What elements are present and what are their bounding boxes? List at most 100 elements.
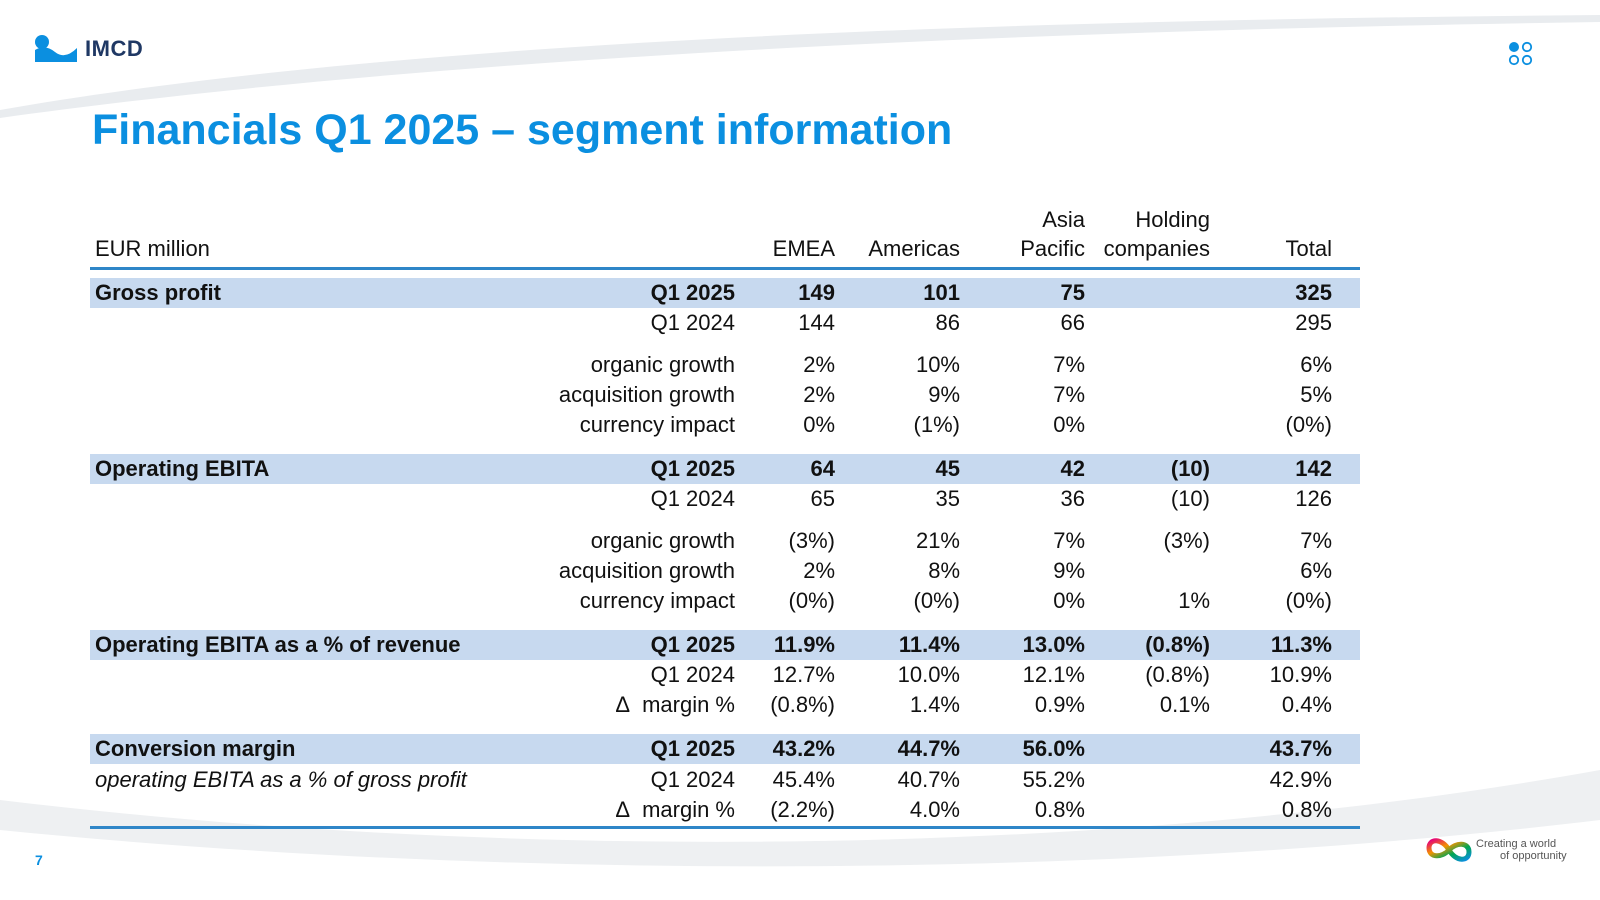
table-row: organic growth (3%) 21% 7% (3%) 7% <box>90 526 1360 556</box>
section-title: Operating EBITA as a % of revenue <box>95 632 461 657</box>
table-row: operating EBITA as a % of gross profit Q… <box>90 765 1360 795</box>
col-americas: Americas <box>868 236 960 261</box>
cell-asia: 0.8% <box>1034 797 1085 822</box>
cell-americas: 8% <box>928 558 960 583</box>
cell-americas: 44.7% <box>897 736 960 761</box>
cell-americas: 35 <box>935 486 960 511</box>
cell-emea: 149 <box>798 280 835 305</box>
cell-emea: 2% <box>803 352 835 377</box>
row-period: Q1 2024 <box>650 486 735 511</box>
table-row: acquisition growth 2% 9% 7% 5% <box>90 380 1360 410</box>
row-period: Q1 2025 <box>650 456 735 481</box>
section-subtitle: operating EBITA as a % of gross profit <box>95 767 467 792</box>
cell-asia: 13.0% <box>1022 632 1085 657</box>
dots-menu-icon[interactable] <box>1508 41 1534 67</box>
col-asia-line1: Asia <box>1042 207 1085 232</box>
cell-total: (0%) <box>1285 588 1332 613</box>
table-row: currency impact (0%) (0%) 0% 1% (0%) <box>90 586 1360 616</box>
page-number: 7 <box>35 852 43 868</box>
cell-emea: 2% <box>803 382 835 407</box>
col-total: Total <box>1285 236 1332 261</box>
cell-total: 142 <box>1295 456 1332 481</box>
table-row: Q1 2024 65 35 36 (10) 126 <box>90 484 1360 514</box>
cell-asia: 12.1% <box>1022 662 1085 687</box>
cell-asia: 9% <box>1053 558 1085 583</box>
cell-asia: 66 <box>1060 310 1085 335</box>
delta-symbol: Δ <box>615 797 631 822</box>
cell-americas: (1%) <box>913 412 960 437</box>
cell-americas: 4.0% <box>909 797 960 822</box>
cell-americas: 101 <box>923 280 960 305</box>
cell-americas: 45 <box>935 456 960 481</box>
cell-holding: (3%) <box>1163 528 1210 553</box>
footer-rule <box>90 826 1360 829</box>
cell-asia: 42 <box>1060 456 1085 481</box>
cell-asia: 36 <box>1060 486 1085 511</box>
cell-total: 6% <box>1300 352 1332 377</box>
cell-emea: 45.4% <box>772 767 835 792</box>
cell-americas: (0%) <box>913 588 960 613</box>
page-title: Financials Q1 2025 – segment information <box>92 106 953 154</box>
delta-label: margin % <box>642 692 735 717</box>
row-period: acquisition growth <box>558 382 735 407</box>
cell-total: 5% <box>1300 382 1332 407</box>
cell-total: 0.4% <box>1281 692 1332 717</box>
cell-asia: 7% <box>1053 528 1085 553</box>
cell-emea: 0% <box>803 412 835 437</box>
row-period: Q1 2024 <box>650 767 735 792</box>
cell-americas: 1.4% <box>909 692 960 717</box>
delta-label: margin % <box>642 797 735 822</box>
cell-total: 295 <box>1295 310 1332 335</box>
unit-label: EUR million <box>95 236 210 261</box>
cell-total: (0%) <box>1285 412 1332 437</box>
table-header: EUR million EMEA Americas Asia Pacific H… <box>90 205 1360 267</box>
imcd-logo-icon <box>35 35 77 62</box>
tagline-line2: of opportunity <box>1500 850 1567 862</box>
cell-total: 11.3% <box>1270 632 1332 657</box>
cell-holding: (10) <box>1170 486 1210 511</box>
table-row: organic growth 2% 10% 7% 6% <box>90 350 1360 380</box>
imcd-logo-text: IMCD <box>85 36 144 61</box>
table-row: Gross profit Q1 2025 149 101 75 325 <box>90 278 1360 308</box>
row-period: acquisition growth <box>558 558 735 583</box>
table-row: Conversion margin Q1 2025 43.2% 44.7% 56… <box>90 734 1360 764</box>
cell-americas: 86 <box>935 310 960 335</box>
cell-emea: 144 <box>798 310 835 335</box>
header-rule <box>90 267 1360 270</box>
row-period: currency impact <box>579 412 735 437</box>
cell-emea: (0%) <box>788 588 835 613</box>
cell-americas: 10% <box>915 352 960 377</box>
cell-asia: 0.9% <box>1034 692 1085 717</box>
cell-total: 42.9% <box>1269 767 1332 792</box>
cell-holding: (0.8%) <box>1145 632 1210 657</box>
row-period: currency impact <box>579 588 735 613</box>
cell-total: 126 <box>1295 486 1332 511</box>
col-asia-line2: Pacific <box>1020 236 1085 261</box>
cell-emea: (0.8%) <box>770 692 835 717</box>
cell-americas: 10.0% <box>897 662 960 687</box>
cell-asia: 0% <box>1053 412 1085 437</box>
cell-emea: 43.2% <box>772 736 835 761</box>
cell-asia: 7% <box>1053 352 1085 377</box>
table-row: currency impact 0% (1%) 0% (0%) <box>90 410 1360 440</box>
section-title: Conversion margin <box>95 736 296 761</box>
row-period: Q1 2025 <box>650 736 735 761</box>
table-row: acquisition growth 2% 8% 9% 6% <box>90 556 1360 586</box>
tagline-line1: Creating a world <box>1476 838 1557 850</box>
table-row: Q1 2024 12.7% 10.0% 12.1% (0.8%) 10.9% <box>90 660 1360 690</box>
row-period: organic growth <box>590 352 735 377</box>
table-row: Q1 2024 144 86 66 295 <box>90 308 1360 338</box>
section-title: Operating EBITA <box>95 456 270 481</box>
section-title: Gross profit <box>95 280 221 305</box>
tagline-logo: Creating a world of opportunity <box>1426 834 1567 866</box>
cell-holding: (0.8%) <box>1145 662 1210 687</box>
cell-total: 7% <box>1300 528 1332 553</box>
row-period: Q1 2024 <box>650 662 735 687</box>
cell-americas: 9% <box>928 382 960 407</box>
cell-emea: 2% <box>803 558 835 583</box>
col-holding-line1: Holding <box>1135 207 1210 232</box>
table-row: Operating EBITA Q1 2025 64 45 42 (10) 14… <box>90 454 1360 484</box>
